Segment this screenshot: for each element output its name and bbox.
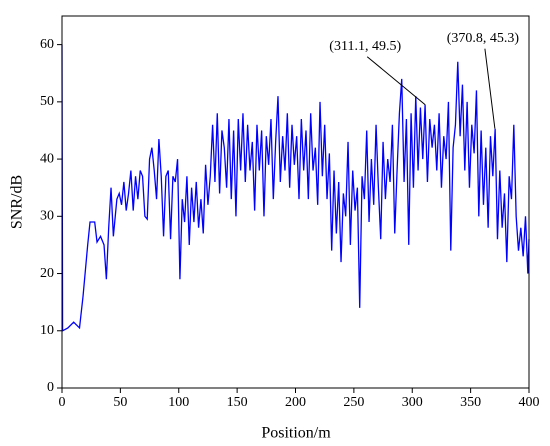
annotation-line xyxy=(484,48,496,129)
x-tick-label: 300 xyxy=(402,395,423,410)
plot-frame xyxy=(61,15,530,389)
y-axis-label: SNR/dB xyxy=(9,175,26,229)
y-tick-label: 40 xyxy=(40,151,54,166)
annotation: (311.1, 49.5) xyxy=(329,39,401,54)
annotation: (370.8, 45.3) xyxy=(447,31,520,46)
x-tick-label: 150 xyxy=(227,395,248,410)
data-line xyxy=(61,44,530,332)
x-tick-label: 400 xyxy=(519,395,540,410)
x-tick-label: 350 xyxy=(460,395,481,410)
y-tick-label: 10 xyxy=(40,323,54,338)
x-tick-label: 100 xyxy=(168,395,189,410)
y-tick-label: 20 xyxy=(40,266,54,281)
y-tick-label: 0 xyxy=(47,380,54,395)
y-tick-label: 50 xyxy=(40,94,54,109)
x-tick-label: 0 xyxy=(59,395,66,410)
y-tick-label: 30 xyxy=(40,209,54,224)
annotation-line xyxy=(366,56,426,106)
x-tick-label: 200 xyxy=(285,395,306,410)
y-tick-label: 60 xyxy=(40,37,54,52)
x-tick-label: 250 xyxy=(343,395,364,410)
x-tick-label: 50 xyxy=(113,395,127,410)
x-axis-label: Position/m xyxy=(261,425,331,442)
